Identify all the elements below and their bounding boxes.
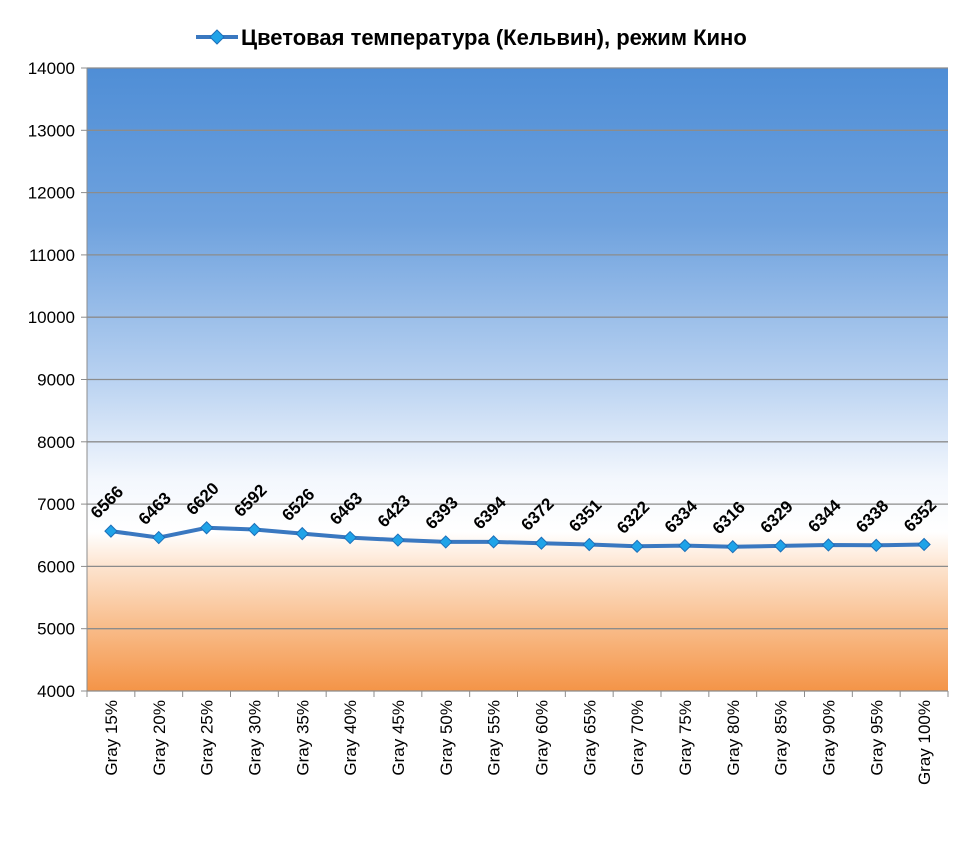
x-tick-label: Gray 85% [772, 700, 791, 776]
y-tick-label: 11000 [29, 246, 75, 265]
y-tick-label: 14000 [28, 59, 75, 78]
y-tick-label: 4000 [37, 682, 75, 701]
y-tick-label: 9000 [37, 371, 75, 390]
y-tick-label: 13000 [28, 121, 75, 140]
x-tick-label: Gray 100% [915, 700, 934, 785]
x-tick-label: Gray 30% [245, 700, 264, 776]
x-tick-label: Gray 90% [819, 700, 838, 776]
x-tick-label: Gray 60% [532, 700, 551, 776]
x-tick-label: Gray 55% [485, 700, 504, 776]
x-tick-label: Gray 45% [389, 700, 408, 776]
y-tick-label: 12000 [28, 184, 75, 203]
x-tick-label: Gray 15% [102, 700, 121, 776]
x-tick-label: Gray 95% [867, 700, 886, 776]
y-tick-label: 6000 [37, 557, 75, 576]
y-tick-label: 10000 [28, 308, 75, 327]
x-tick-label: Gray 40% [341, 700, 360, 776]
y-tick-label: 8000 [37, 433, 75, 452]
legend-label: Цветовая температура (Кельвин), режим Ки… [241, 25, 747, 50]
y-tick-label: 5000 [37, 620, 75, 639]
x-tick-label: Gray 75% [676, 700, 695, 776]
y-tick-label: 7000 [37, 495, 75, 514]
x-tick-label: Gray 20% [150, 700, 169, 776]
x-tick-label: Gray 65% [580, 700, 599, 776]
x-tick-label: Gray 50% [437, 700, 456, 776]
x-tick-label: Gray 70% [628, 700, 647, 776]
legend-marker [210, 30, 224, 44]
x-tick-label: Gray 35% [293, 700, 312, 776]
x-tick-label: Gray 80% [724, 700, 743, 776]
x-tick-label: Gray 25% [198, 700, 217, 776]
